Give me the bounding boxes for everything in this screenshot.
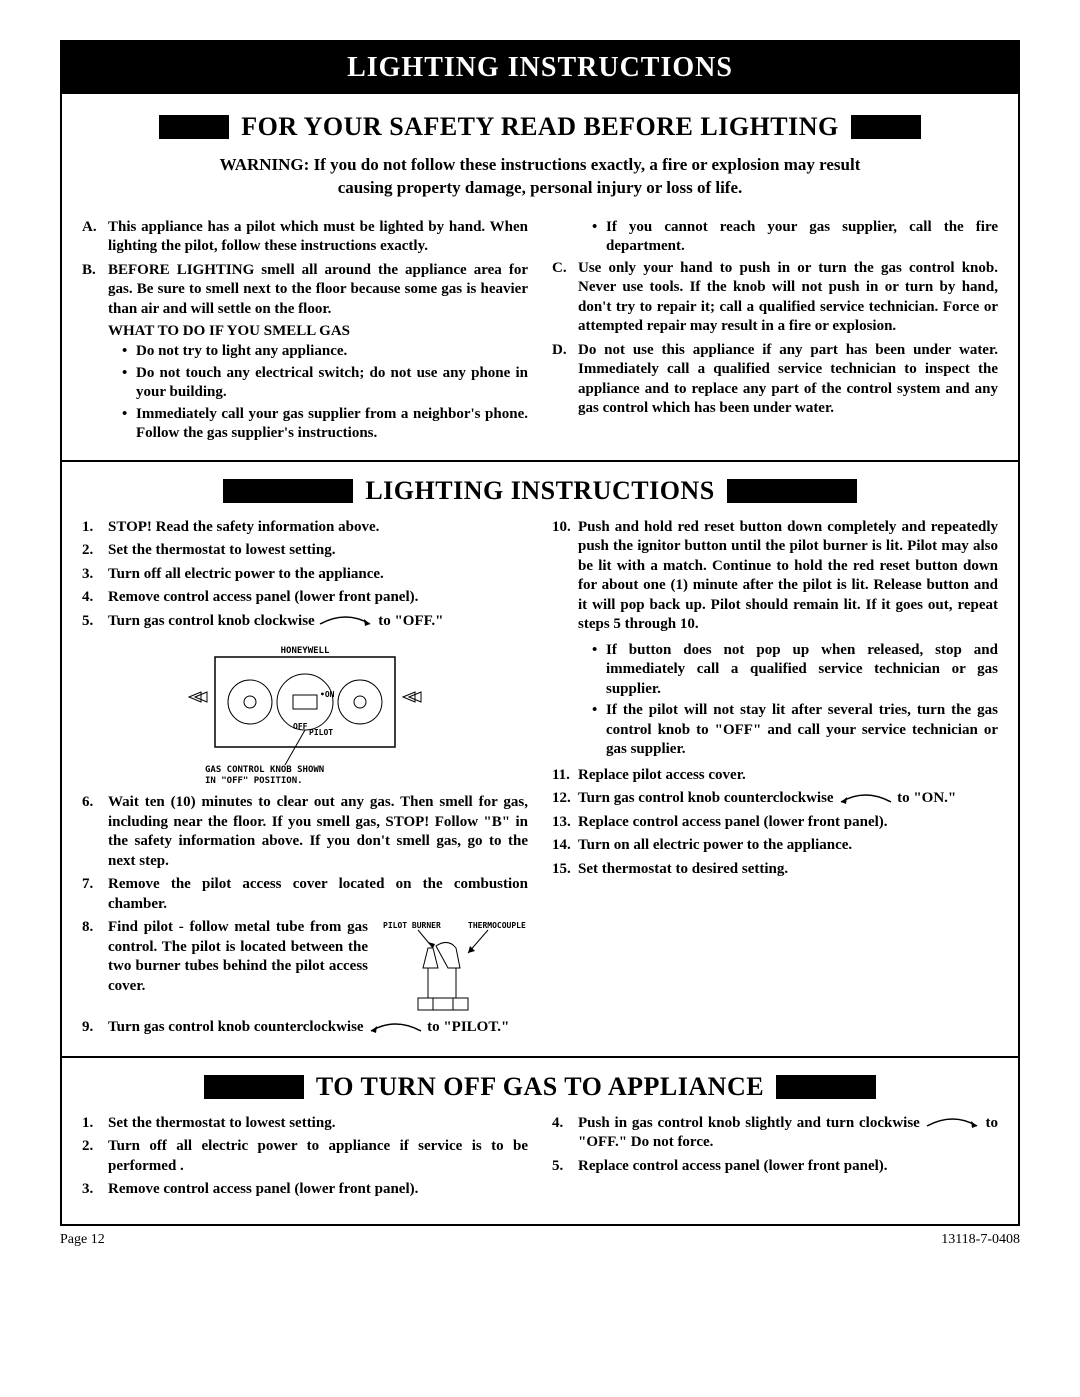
smell-gas-bullet: Do not touch any electrical switch; do n… — [122, 364, 528, 403]
smell-gas-bullet: Immediately call your gas supplier from … — [122, 405, 528, 444]
lighting-step: 1.STOP! Read the safety information abov… — [82, 518, 528, 538]
lighting-step: 12.Turn gas control knob counterclockwis… — [552, 789, 998, 809]
turnoff-heading: TO TURN OFF GAS TO APPLIANCE — [316, 1072, 764, 1102]
lighting-columns: 1.STOP! Read the safety information abov… — [82, 518, 998, 1042]
lighting-step: 8.Find pilot - follow metal tube from ga… — [82, 918, 368, 996]
diagram-caption-2: IN "OFF" POSITION. — [205, 776, 303, 786]
safety-columns: A.This appliance has a pilot which must … — [82, 218, 998, 446]
smell-gas-bullets: Do not try to light any appliance. Do no… — [122, 342, 528, 444]
diagram-label-honeywell: HONEYWELL — [281, 646, 330, 656]
lighting-step: 9.Turn gas control knob counterclockwise… — [82, 1018, 528, 1038]
gas-control-diagram: HONEYWELL •ON OFF PILOT — [82, 637, 528, 787]
lighting-heading-row: LIGHTING INSTRUCTIONS — [82, 476, 998, 506]
step8-with-diagram: 8.Find pilot - follow metal tube from ga… — [82, 918, 528, 1018]
what-to-do-heading: WHAT TO DO IF YOU SMELL GAS — [108, 323, 528, 340]
safety-heading: FOR YOUR SAFETY READ BEFORE LIGHTING — [241, 112, 839, 142]
heading-bar-right — [851, 115, 921, 139]
svg-text:PILOT BURNER: PILOT BURNER — [383, 921, 441, 930]
arrow-cw-icon — [318, 614, 374, 628]
turnoff-heading-row: TO TURN OFF GAS TO APPLIANCE — [82, 1072, 998, 1102]
lighting-heading: LIGHTING INSTRUCTIONS — [365, 476, 714, 506]
warning-line-1: WARNING: If you do not follow these inst… — [220, 155, 861, 174]
separator — [62, 1056, 1018, 1058]
turnoff-col-left: 1.Set the thermostat to lowest setting. … — [82, 1114, 528, 1204]
lighting-step: 3.Turn off all electric power to the app… — [82, 565, 528, 585]
arrow-ccw-icon — [367, 1021, 423, 1035]
lighting-step: 14.Turn on all electric power to the app… — [552, 836, 998, 856]
svg-text:THERMOCOUPLE: THERMOCOUPLE — [468, 921, 526, 930]
lighting-step: 7. Remove the pilot access cover located… — [82, 875, 528, 914]
lighting-step: 11.Replace pilot access cover. — [552, 766, 998, 786]
warning-line-2: causing property damage, personal injury… — [338, 178, 743, 197]
lighting-step-bullet: If the pilot will not stay lit after sev… — [592, 701, 998, 760]
separator — [62, 460, 1018, 462]
safety-col-right: If you cannot reach your gas supplier, c… — [552, 218, 998, 446]
safety-col-left: A.This appliance has a pilot which must … — [82, 218, 528, 446]
smell-gas-bullet: Do not try to light any appliance. — [122, 342, 528, 362]
svg-text:PILOT: PILOT — [309, 728, 333, 737]
smell-gas-bullet: If you cannot reach your gas supplier, c… — [592, 218, 998, 257]
heading-bar-right — [776, 1075, 876, 1099]
lighting-col-right: 10. Push and hold red reset button down … — [552, 518, 998, 1042]
safety-item-c: C.Use only your hand to push in or turn … — [552, 259, 998, 337]
lighting-step: 2.Set the thermostat to lowest setting. — [82, 541, 528, 561]
diagram-caption-1: GAS CONTROL KNOB SHOWN — [205, 765, 324, 775]
turnoff-step: 5.Replace control access panel (lower fr… — [552, 1157, 998, 1177]
lighting-step: 6.Wait ten (10) minutes to clear out any… — [82, 793, 528, 871]
inner-content: FOR YOUR SAFETY READ BEFORE LIGHTING WAR… — [62, 94, 1018, 1224]
warning-box: WARNING: If you do not follow these inst… — [82, 154, 998, 218]
lighting-step: 13.Replace control access panel (lower f… — [552, 813, 998, 833]
page-frame: LIGHTING INSTRUCTIONS FOR YOUR SAFETY RE… — [60, 40, 1020, 1226]
turnoff-step: 2.Turn off all electric power to applian… — [82, 1137, 528, 1176]
top-banner: LIGHTING INSTRUCTIONS — [62, 42, 1018, 94]
heading-bar-right — [727, 479, 857, 503]
safety-item-d: D.Do not use this appliance if any part … — [552, 341, 998, 419]
lighting-step: 10. Push and hold red reset button down … — [552, 518, 998, 762]
heading-bar-left — [223, 479, 353, 503]
heading-bar-left — [204, 1075, 304, 1099]
safety-heading-row: FOR YOUR SAFETY READ BEFORE LIGHTING — [82, 112, 998, 142]
safety-item-a: A.This appliance has a pilot which must … — [82, 218, 528, 257]
pilot-burner-diagram: PILOT BURNER THERMOCOUPLE — [378, 918, 528, 1018]
footer-doc-number: 13118-7-0408 — [941, 1232, 1020, 1248]
lighting-col-left: 1.STOP! Read the safety information abov… — [82, 518, 528, 1042]
arrow-ccw-icon — [837, 792, 893, 806]
arrow-cw-icon — [925, 1116, 981, 1130]
turnoff-step: 3.Remove control access panel (lower fro… — [82, 1180, 528, 1200]
lighting-step: 4.Remove control access panel (lower fro… — [82, 588, 528, 608]
lighting-step: 5.Turn gas control knob clockwise to "OF… — [82, 612, 528, 632]
turnoff-step: 4.Push in gas control knob slightly and … — [552, 1114, 998, 1153]
turnoff-col-right: 4.Push in gas control knob slightly and … — [552, 1114, 998, 1204]
svg-text:•ON: •ON — [320, 690, 335, 699]
turnoff-step: 1.Set the thermostat to lowest setting. — [82, 1114, 528, 1134]
svg-text:OFF: OFF — [293, 722, 308, 731]
safety-item-b: B.BEFORE LIGHTING smell all around the a… — [82, 261, 528, 320]
smell-gas-bullets-right: If you cannot reach your gas supplier, c… — [592, 218, 998, 257]
heading-bar-left — [159, 115, 229, 139]
footer-page-number: Page 12 — [60, 1232, 105, 1248]
page-footer: Page 12 13118-7-0408 — [60, 1226, 1020, 1248]
lighting-step-bullet: If button does not pop up when released,… — [592, 641, 998, 700]
lighting-step: 15.Set thermostat to desired setting. — [552, 860, 998, 880]
turnoff-columns: 1.Set the thermostat to lowest setting. … — [82, 1114, 998, 1204]
